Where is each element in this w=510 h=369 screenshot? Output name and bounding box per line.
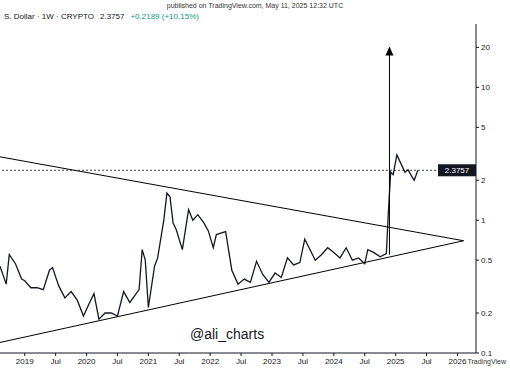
- svg-text:2019: 2019: [16, 357, 34, 366]
- svg-text:2023: 2023: [263, 357, 281, 366]
- svg-text:2021: 2021: [139, 357, 157, 366]
- svg-text:Jul: Jul: [174, 357, 184, 366]
- svg-text:0.1: 0.1: [481, 349, 493, 358]
- svg-text:Jul: Jul: [298, 357, 308, 366]
- svg-text:2022: 2022: [201, 357, 219, 366]
- svg-text:Jul: Jul: [360, 357, 370, 366]
- svg-text:2025: 2025: [387, 357, 405, 366]
- html-text:TradingView: TradingView: [467, 358, 506, 365]
- svg-text:0.5: 0.5: [481, 256, 493, 265]
- svg-text:1: 1: [481, 216, 486, 225]
- svg-text:0.2: 0.2: [481, 309, 493, 318]
- svg-text:2.3757: 2.3757: [445, 166, 470, 175]
- html-text:@ali_charts: @ali_charts: [190, 326, 265, 342]
- svg-text:Jul: Jul: [51, 357, 61, 366]
- svg-text:20: 20: [481, 43, 490, 52]
- html-text:published on TradingView.com,: published on TradingView.com, May 11, 20…: [166, 2, 344, 9]
- svg-text:2024: 2024: [325, 357, 343, 366]
- svg-text:10: 10: [481, 83, 490, 92]
- svg-text:Jul: Jul: [236, 357, 246, 366]
- svg-text:2026: 2026: [449, 357, 467, 366]
- svg-text:Jul: Jul: [421, 357, 431, 366]
- svg-text:Jul: Jul: [112, 357, 122, 366]
- html-text:2.3757: 2.3757: [100, 12, 125, 21]
- svg-text:5: 5: [481, 123, 486, 132]
- html-text:S. Dollar · 1W · CRYPTO: S. Dollar · 1W · CRYPTO: [4, 12, 94, 21]
- svg-text:2020: 2020: [78, 357, 96, 366]
- html-text:+0.2189 (+10.15%): +0.2189 (+10.15%): [130, 12, 199, 21]
- svg-text:2: 2: [481, 176, 486, 185]
